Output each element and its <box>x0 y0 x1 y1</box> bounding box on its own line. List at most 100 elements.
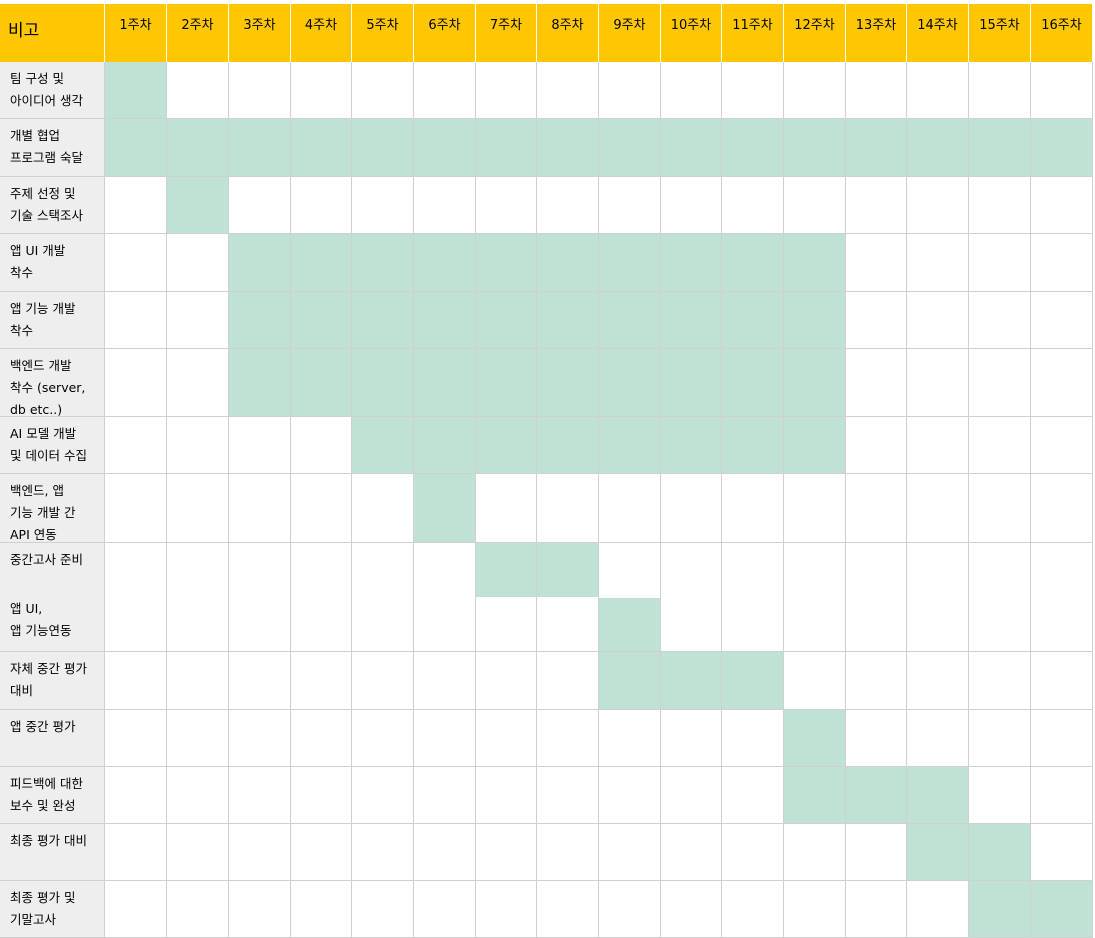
schedule-cell <box>352 824 414 881</box>
schedule-cell <box>291 881 352 938</box>
schedule-cell <box>352 349 414 417</box>
schedule-cell <box>846 349 907 417</box>
schedule-cell <box>352 474 414 543</box>
schedule-cell <box>969 474 1031 543</box>
schedule-cell <box>291 543 352 652</box>
schedule-cell <box>352 543 414 652</box>
schedule-cell <box>105 767 167 824</box>
week-header-13: 13주차 <box>846 4 907 62</box>
schedule-main-fill <box>476 543 536 597</box>
schedule-cell <box>599 62 661 119</box>
schedule-cell <box>537 652 599 710</box>
schedule-cell <box>722 767 784 824</box>
schedule-cell <box>784 543 846 652</box>
schedule-cell <box>229 234 291 292</box>
schedule-cell <box>722 881 784 938</box>
schedule-cell <box>291 710 352 767</box>
task-label: 최종 평가 및 기말고사 <box>0 881 105 938</box>
schedule-cell <box>414 119 476 177</box>
schedule-cell <box>661 349 722 417</box>
schedule-cell <box>784 881 846 938</box>
schedule-cell <box>969 234 1031 292</box>
schedule-cell <box>414 767 476 824</box>
schedule-cell <box>907 881 969 938</box>
schedule-cell <box>291 824 352 881</box>
schedule-cell <box>352 881 414 938</box>
schedule-cell <box>661 652 722 710</box>
schedule-cell <box>1031 767 1093 824</box>
schedule-cell <box>846 119 907 177</box>
week-header-1: 1주차 <box>105 4 167 62</box>
schedule-cell <box>846 543 907 652</box>
schedule-cell <box>722 474 784 543</box>
schedule-cell <box>722 417 784 474</box>
schedule-cell <box>414 710 476 767</box>
schedule-cell <box>167 417 229 474</box>
schedule-cell <box>969 824 1031 881</box>
schedule-cell <box>414 881 476 938</box>
schedule-cell <box>969 767 1031 824</box>
week-header-3: 3주차 <box>229 4 291 62</box>
schedule-cell <box>1031 177 1093 234</box>
schedule-cell <box>1031 824 1093 881</box>
schedule-cell <box>784 292 846 349</box>
schedule-cell <box>229 767 291 824</box>
schedule-sub-fill <box>599 598 660 651</box>
schedule-cell <box>1031 234 1093 292</box>
schedule-cell <box>1031 349 1093 417</box>
schedule-cell <box>846 62 907 119</box>
schedule-cell <box>167 881 229 938</box>
schedule-cell <box>476 349 537 417</box>
schedule-cell <box>414 234 476 292</box>
schedule-cell <box>846 881 907 938</box>
schedule-cell <box>599 417 661 474</box>
schedule-cell <box>291 234 352 292</box>
schedule-cell <box>1031 474 1093 543</box>
schedule-cell <box>476 767 537 824</box>
schedule-cell <box>105 349 167 417</box>
schedule-main-fill <box>537 543 598 597</box>
schedule-cell <box>846 177 907 234</box>
schedule-cell <box>846 474 907 543</box>
schedule-cell <box>661 417 722 474</box>
schedule-cell <box>476 881 537 938</box>
schedule-cell <box>784 234 846 292</box>
schedule-cell <box>661 292 722 349</box>
schedule-cell <box>846 292 907 349</box>
week-header-4: 4주차 <box>291 4 352 62</box>
schedule-cell <box>969 710 1031 767</box>
schedule-cell <box>167 767 229 824</box>
schedule-cell <box>907 62 969 119</box>
schedule-cell <box>661 119 722 177</box>
task-label: 개별 협업 프로그램 숙달 <box>0 119 105 177</box>
task-label: 피드백에 대한 보수 및 완성 <box>0 767 105 824</box>
schedule-cell <box>661 881 722 938</box>
schedule-cell <box>537 824 599 881</box>
task-label: 팀 구성 및 아이디어 생각 <box>0 62 105 119</box>
schedule-cell <box>722 349 784 417</box>
week-header-5: 5주차 <box>352 4 414 62</box>
schedule-cell <box>291 62 352 119</box>
task-label: AI 모델 개발 및 데이터 수집 <box>0 417 105 474</box>
schedule-cell <box>167 62 229 119</box>
schedule-cell <box>969 119 1031 177</box>
week-header-7: 7주차 <box>476 4 537 62</box>
schedule-cell <box>969 543 1031 652</box>
task-label: 백엔드 개발 착수 (server, db etc..) <box>0 349 105 417</box>
schedule-cell <box>167 119 229 177</box>
schedule-cell <box>414 474 476 543</box>
schedule-cell <box>661 543 722 652</box>
schedule-cell <box>599 824 661 881</box>
schedule-cell <box>846 767 907 824</box>
header-corner-label: 비고 <box>0 4 105 62</box>
schedule-cell <box>722 652 784 710</box>
schedule-cell <box>907 824 969 881</box>
schedule-cell <box>599 767 661 824</box>
schedule-cell <box>599 177 661 234</box>
schedule-cell <box>599 543 661 652</box>
schedule-cell <box>784 417 846 474</box>
schedule-cell <box>722 234 784 292</box>
schedule-cell <box>352 62 414 119</box>
schedule-cell <box>167 177 229 234</box>
